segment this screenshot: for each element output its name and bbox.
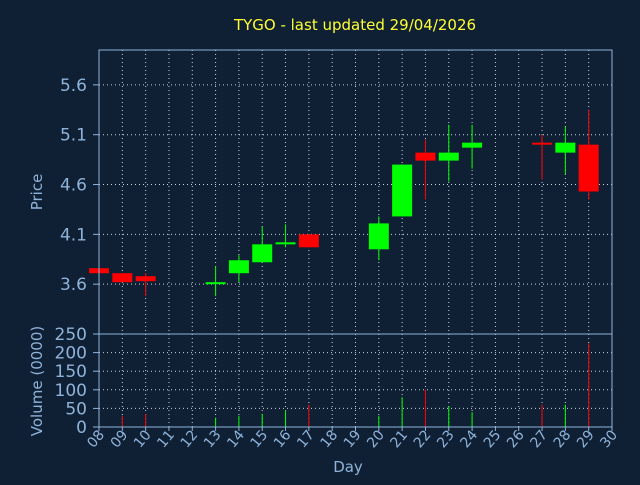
price-tick-label: 4.1 [60, 225, 87, 245]
price-tick-label: 5.1 [60, 126, 87, 146]
candles-layer [89, 109, 599, 297]
candle-body [532, 142, 553, 145]
candle-body [252, 244, 273, 263]
candle-body [298, 234, 319, 248]
price-tick-label: 3.6 [60, 275, 87, 295]
y-axis-title-volume: Volume (0000) [28, 326, 46, 436]
y-axis-title-price: Price [28, 174, 46, 211]
volume-tick-label: 50 [65, 399, 87, 419]
candle-body [392, 164, 413, 217]
volume-tick-label: 0 [76, 418, 87, 438]
candle-body [205, 282, 226, 285]
volume-tick-label: 250 [55, 325, 87, 345]
candle-body [578, 144, 599, 192]
price-tick-label: 5.6 [60, 76, 87, 96]
price-tick-label: 4.6 [60, 176, 87, 196]
candle-body [415, 152, 436, 161]
volume-tick-label: 200 [55, 344, 87, 364]
chart-title: TYGO - last updated 29/04/2026 [233, 16, 476, 34]
candle-body [555, 142, 576, 153]
candle-body [112, 273, 133, 283]
candle-body [228, 260, 249, 274]
volume-tick-label: 150 [55, 362, 87, 382]
axis-layer [93, 49, 613, 431]
candle-body [462, 142, 483, 148]
candle-body [438, 152, 459, 161]
volume-layer [121, 343, 590, 427]
candle-body [368, 223, 389, 250]
volume-tick-label: 100 [55, 381, 87, 401]
candle-body [275, 242, 296, 245]
candle-body [135, 276, 156, 282]
x-axis-title: Day [333, 458, 363, 476]
